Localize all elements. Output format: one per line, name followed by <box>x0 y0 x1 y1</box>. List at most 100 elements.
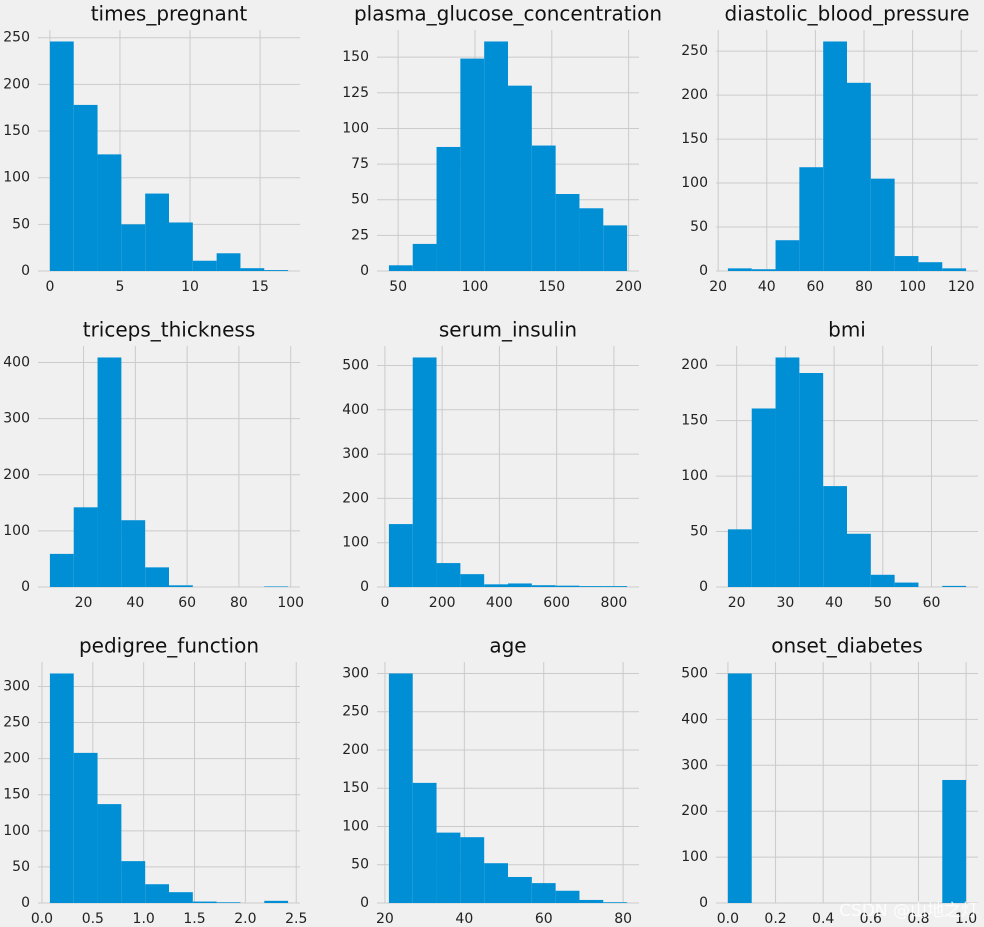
histogram-bar <box>579 586 604 587</box>
histogram-bar <box>727 673 752 903</box>
x-tick-label: 200 <box>615 279 642 295</box>
y-tick-label: 0 <box>699 579 708 595</box>
x-tick-label: 0.2 <box>764 911 786 927</box>
x-tick-label: 50 <box>389 279 407 295</box>
x-tick-label: 20 <box>376 911 394 927</box>
x-tick-label: 800 <box>601 595 628 611</box>
histogram-bar <box>49 673 74 903</box>
histogram-bar <box>942 268 967 271</box>
x-tick-label: 10 <box>181 279 199 295</box>
histogram-bar <box>388 673 413 903</box>
x-tick-label: 80 <box>855 279 873 295</box>
y-tick-label: 250 <box>681 43 708 59</box>
chart-title: age <box>489 634 526 658</box>
y-tick-label: 200 <box>342 490 369 506</box>
histogram-bar <box>169 892 193 903</box>
x-tick-label: 60 <box>806 279 824 295</box>
y-tick-label: 100 <box>3 823 30 839</box>
y-tick-label: 125 <box>342 85 369 101</box>
x-tick-label: 5 <box>116 279 125 295</box>
y-tick-label: 75 <box>351 156 369 172</box>
y-tick-label: 250 <box>342 704 369 720</box>
x-tick-label: 60 <box>535 911 553 927</box>
y-tick-label: 100 <box>3 523 30 539</box>
histogram-bar <box>870 178 895 271</box>
histogram-bar <box>508 583 532 587</box>
x-tick-label: 150 <box>538 279 565 295</box>
histogram-bar <box>145 884 169 903</box>
y-tick-label: 300 <box>3 411 30 427</box>
histogram-bar <box>145 193 169 271</box>
chart-title: serum_insulin <box>439 318 577 342</box>
histogram-bar <box>412 782 437 903</box>
y-tick-label: 100 <box>681 849 708 865</box>
x-tick-label: 20 <box>75 595 93 611</box>
histogram-bar <box>97 154 122 271</box>
x-tick-label: 100 <box>462 279 489 295</box>
histogram-bar <box>169 222 193 271</box>
x-tick-label: 40 <box>825 595 843 611</box>
histogram-bar <box>436 146 461 271</box>
y-tick-label: 200 <box>681 357 708 373</box>
histogram-bar <box>751 269 776 271</box>
histogram-bar <box>460 837 485 903</box>
y-tick-label: 150 <box>3 123 30 139</box>
y-tick-label: 150 <box>3 787 30 803</box>
histogram-bar <box>531 145 556 271</box>
x-tick-label: 80 <box>230 595 248 611</box>
y-tick-label: 50 <box>351 192 369 208</box>
histogram-bar <box>799 372 824 587</box>
y-tick-label: 100 <box>342 535 369 551</box>
chart-title: bmi <box>828 318 866 342</box>
x-tick-label: 40 <box>455 911 473 927</box>
x-tick-label: 0.0 <box>31 911 53 927</box>
histogram-bar <box>484 584 508 587</box>
histogram-bar <box>603 902 628 903</box>
histogram-bar <box>508 876 532 903</box>
histogram-bar <box>264 586 289 587</box>
histogram-bar <box>169 585 193 587</box>
histogram-bar <box>870 574 895 587</box>
y-tick-label: 150 <box>342 49 369 65</box>
y-tick-label: 200 <box>3 76 30 92</box>
x-tick-label: 15 <box>251 279 269 295</box>
y-tick-label: 200 <box>681 803 708 819</box>
y-tick-label: 0 <box>21 263 30 279</box>
histogram-bar <box>555 194 580 271</box>
histogram-bar <box>775 240 800 271</box>
x-tick-label: 0.8 <box>907 911 929 927</box>
y-tick-label: 300 <box>342 446 369 462</box>
histogram-bar <box>73 507 98 587</box>
histogram-bar <box>918 262 943 271</box>
x-tick-label: 0.5 <box>82 911 104 927</box>
y-tick-label: 0 <box>699 895 708 911</box>
y-tick-label: 100 <box>681 175 708 191</box>
histogram-bar <box>775 357 800 587</box>
x-tick-label: 20 <box>728 595 746 611</box>
y-tick-label: 250 <box>3 715 30 731</box>
histogram-bar <box>555 585 580 587</box>
x-tick-label: 100 <box>899 279 926 295</box>
y-tick-label: 0 <box>360 895 369 911</box>
histogram-bar <box>73 104 98 271</box>
histogram-bar <box>531 585 556 587</box>
y-tick-label: 150 <box>342 780 369 796</box>
histogram-bar <box>412 243 437 271</box>
x-tick-label: 2.5 <box>285 911 307 927</box>
histogram-bar <box>579 208 604 271</box>
chart-title: triceps_thickness <box>83 318 256 342</box>
histogram-bar <box>73 752 98 903</box>
y-tick-label: 200 <box>3 751 30 767</box>
y-tick-label: 150 <box>681 413 708 429</box>
x-tick-label: 60 <box>923 595 941 611</box>
histogram-bar <box>603 586 628 587</box>
histogram-bar <box>460 58 485 271</box>
y-tick-label: 250 <box>3 30 30 46</box>
histogram-bar <box>216 902 241 903</box>
x-tick-label: 0 <box>380 595 389 611</box>
histogram-bar <box>847 533 871 587</box>
histogram-bar <box>121 861 146 903</box>
histogram-bar <box>412 357 437 587</box>
x-tick-label: 200 <box>429 595 456 611</box>
histogram-bar <box>460 574 485 587</box>
